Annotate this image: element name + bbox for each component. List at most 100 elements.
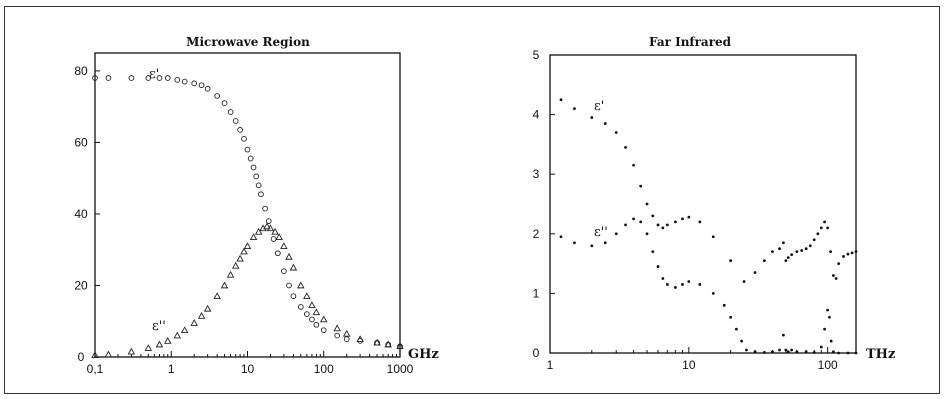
data-point-eps-prime xyxy=(614,131,618,134)
data-point-eps-double-prime xyxy=(645,232,649,236)
data-point-eps-prime xyxy=(262,205,268,212)
data-point-eps-double-prime xyxy=(771,350,774,354)
data-point-eps-prime xyxy=(800,249,804,252)
y-tick-label: 20 xyxy=(74,278,88,292)
data-point-eps-prime xyxy=(816,232,820,236)
data-point-eps-prime xyxy=(762,259,766,263)
data-point-eps-double-prime xyxy=(384,340,392,348)
data-point-eps-prime xyxy=(850,251,854,255)
data-point-eps-double-prime xyxy=(127,347,136,355)
data-point-eps-double-prime xyxy=(812,351,816,354)
data-point-eps-double-prime xyxy=(220,281,229,289)
data-point-eps-double-prime xyxy=(144,344,153,351)
data-point-eps-prime xyxy=(656,223,660,227)
data-point-eps-double-prime xyxy=(297,281,305,289)
data-point-eps-double-prime xyxy=(795,350,799,354)
data-point-eps-prime xyxy=(145,75,152,81)
data-point-eps-double-prime xyxy=(819,345,823,349)
data-point-eps-double-prime xyxy=(197,311,206,319)
data-point-eps-prime xyxy=(265,218,272,224)
data-point-eps-prime xyxy=(819,226,823,230)
data-point-eps-double-prime xyxy=(656,265,660,268)
x-tick-label: 0,1 xyxy=(87,362,104,376)
y-tick-label: 0 xyxy=(78,350,85,364)
data-point-eps-double-prime xyxy=(745,348,748,352)
data-point-eps-prime xyxy=(250,164,257,171)
data-point-eps-double-prime xyxy=(661,277,665,280)
data-point-eps-double-prime xyxy=(786,350,790,354)
data-point-eps-prime xyxy=(573,107,576,111)
data-point-eps-double-prime xyxy=(734,327,738,331)
data-point-eps-prime xyxy=(771,250,774,254)
data-point-eps-prime xyxy=(834,277,838,280)
data-point-eps-prime xyxy=(156,75,163,81)
data-point-eps-prime xyxy=(829,250,833,254)
data-point-eps-prime xyxy=(214,93,221,99)
data-point-eps-double-prime xyxy=(231,261,240,269)
data-point-eps-prime xyxy=(729,259,733,263)
y-tick-label: 3 xyxy=(533,167,540,181)
x-tick-label: 1000 xyxy=(387,362,414,376)
data-point-eps-prime xyxy=(808,244,812,248)
data-point-eps-double-prime xyxy=(681,283,684,286)
data-point-eps-prime xyxy=(255,182,262,189)
data-point-eps-double-prime xyxy=(289,263,298,271)
data-point-eps-prime xyxy=(698,220,702,224)
data-point-eps-double-prime xyxy=(280,242,288,249)
y-tick-label: 1 xyxy=(533,286,540,300)
data-point-eps-double-prime xyxy=(603,241,607,245)
data-point-eps-double-prime xyxy=(573,241,576,245)
data-point-eps-prime xyxy=(247,155,254,162)
data-point-eps-double-prime xyxy=(163,336,172,344)
data-point-eps-prime xyxy=(309,316,315,323)
data-point-eps-double-prime xyxy=(333,324,341,332)
data-point-eps-double-prime xyxy=(753,350,757,354)
data-point-eps-double-prime xyxy=(837,351,841,355)
data-point-eps-double-prime xyxy=(396,342,404,350)
y-tick-label: 0 xyxy=(533,346,540,360)
data-point-eps-prime xyxy=(823,220,826,224)
data-point-eps-prime xyxy=(227,109,234,115)
data-point-eps-prime xyxy=(105,75,112,81)
data-point-eps-double-prime xyxy=(673,286,677,289)
data-point-eps-double-prime xyxy=(698,283,702,286)
data-point-eps-double-prime xyxy=(826,308,830,312)
y-tick-label: 60 xyxy=(74,135,88,149)
data-point-eps-prime xyxy=(164,75,171,81)
data-point-eps-double-prime xyxy=(624,223,627,227)
data-point-eps-prime xyxy=(846,252,850,256)
data-point-eps-double-prime xyxy=(173,331,182,339)
data-point-eps-prime xyxy=(232,118,239,124)
data-point-eps-double-prime xyxy=(665,283,669,286)
data-point-eps-prime xyxy=(742,280,746,283)
data-point-eps-prime xyxy=(790,253,794,257)
y-tick-label: 5 xyxy=(533,48,540,62)
data-point-eps-prime xyxy=(645,202,649,206)
data-point-eps-double-prime xyxy=(240,247,248,255)
data-point-eps-double-prime xyxy=(254,227,263,235)
data-point-eps-prime xyxy=(303,311,310,317)
figure-frame xyxy=(4,6,940,394)
data-point-eps-prime xyxy=(237,127,243,133)
data-point-eps-double-prime xyxy=(213,292,221,300)
data-point-eps-double-prime xyxy=(243,242,252,249)
data-point-eps-prime xyxy=(842,255,845,258)
data-point-eps-double-prime xyxy=(319,315,328,323)
data-point-eps-prime xyxy=(832,274,835,277)
data-point-eps-prime xyxy=(274,250,281,257)
data-point-eps-double-prime xyxy=(104,350,113,358)
data-point-eps-double-prime xyxy=(308,301,316,308)
data-point-eps-prime xyxy=(297,304,304,310)
data-point-eps-prime xyxy=(795,250,799,254)
y-tick-label: 2 xyxy=(533,227,540,241)
data-point-eps-double-prime xyxy=(342,329,351,337)
data-point-eps-prime xyxy=(198,82,205,89)
data-point-eps-double-prime xyxy=(155,340,164,348)
series-label-eps-prime: ε' xyxy=(594,99,604,114)
data-point-eps-double-prime xyxy=(271,227,279,235)
data-point-eps-double-prime xyxy=(762,351,766,354)
data-point-eps-double-prime xyxy=(804,350,808,354)
data-point-eps-double-prime xyxy=(846,351,850,355)
y-tick-label: 80 xyxy=(74,64,88,78)
